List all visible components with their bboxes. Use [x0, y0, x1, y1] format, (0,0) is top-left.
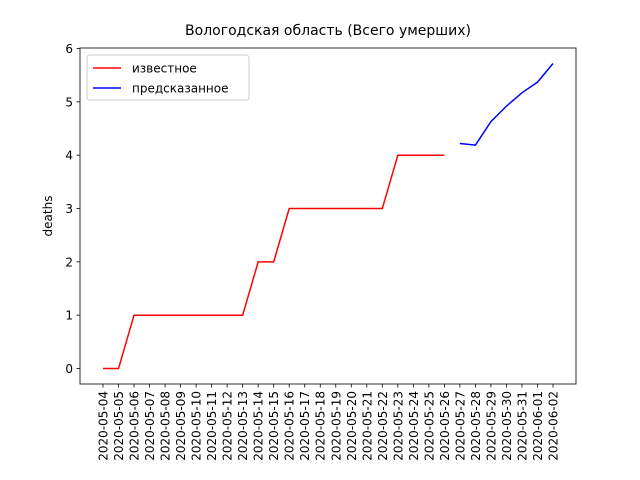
x-tick-label: 2020-05-07: [143, 391, 157, 461]
legend-label: известное: [132, 62, 197, 76]
chart-title: Вологодская область (Всего умерших): [185, 23, 471, 39]
legend-box: [86, 54, 250, 101]
x-tick-label: 2020-05-27: [453, 391, 467, 461]
x-tick-label: 2020-05-11: [205, 391, 219, 461]
series-line: [103, 154, 445, 370]
x-tick-label: 2020-05-15: [267, 391, 281, 461]
y-tick-label: 4: [65, 149, 73, 163]
y-tick-label: 2: [65, 255, 73, 269]
series-line: [459, 62, 554, 146]
x-tick-label: 2020-06-01: [531, 391, 545, 461]
x-tick-label: 2020-05-31: [515, 391, 529, 461]
x-tick-label: 2020-05-10: [190, 391, 204, 461]
x-tick-label: 2020-05-16: [283, 391, 297, 461]
x-tick-label: 2020-05-05: [112, 391, 126, 461]
x-tick-label: 2020-05-13: [236, 391, 250, 461]
x-tick-label: 2020-05-25: [422, 391, 436, 461]
x-tick-label: 2020-05-29: [484, 391, 498, 461]
y-tick-label: 6: [65, 42, 73, 56]
x-tick-label: 2020-05-12: [221, 391, 235, 461]
y-tick-label: 5: [65, 95, 73, 109]
plot-frame: [79, 47, 577, 385]
x-tick-label: 2020-05-30: [500, 391, 514, 461]
x-tick-label: 2020-06-02: [547, 391, 561, 461]
y-axis-label: deaths: [41, 196, 55, 237]
x-tick-label: 2020-05-08: [159, 391, 173, 461]
x-tick-label: 2020-05-23: [391, 391, 405, 461]
x-tick-label: 2020-05-17: [298, 391, 312, 461]
x-tick-label: 2020-05-14: [252, 391, 266, 461]
x-tick-label: 2020-05-19: [329, 391, 343, 461]
x-tick-label: 2020-05-04: [97, 391, 111, 461]
x-tick-label: 2020-05-22: [376, 391, 390, 461]
x-tick-label: 2020-05-21: [360, 391, 374, 461]
x-tick-label: 2020-05-09: [174, 391, 188, 461]
x-tick-label: 2020-05-24: [407, 391, 421, 461]
y-tick-label: 3: [65, 202, 73, 216]
x-tick-label: 2020-05-18: [314, 391, 328, 461]
x-tick-label: 2020-05-06: [128, 391, 142, 461]
x-tick-label: 2020-05-28: [469, 391, 483, 461]
x-tick-label: 2020-05-26: [438, 391, 452, 461]
y-tick-label: 1: [65, 309, 73, 323]
legend-label: предсказанное: [132, 82, 229, 96]
x-tick-label: 2020-05-20: [345, 391, 359, 461]
y-tick-label: 0: [65, 362, 73, 376]
